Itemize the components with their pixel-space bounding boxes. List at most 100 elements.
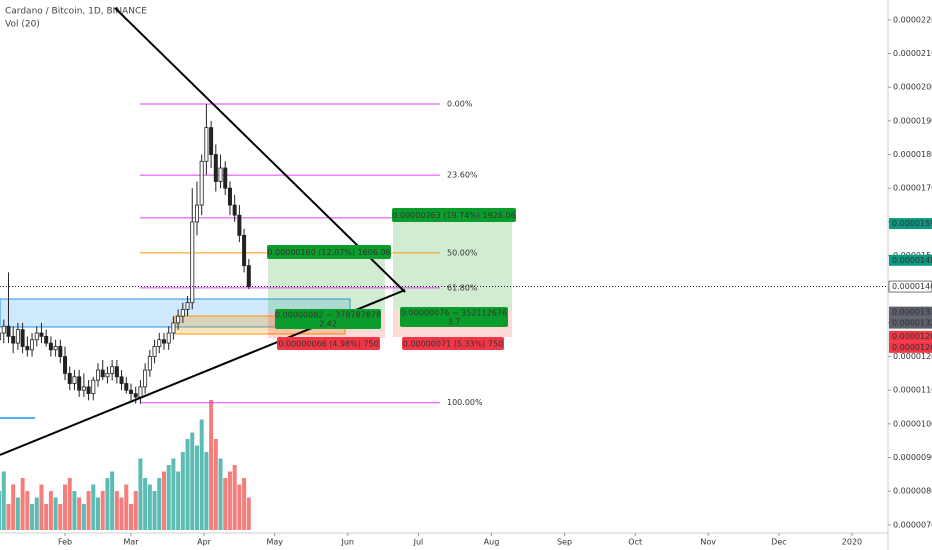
candle-body xyxy=(157,339,162,347)
candle-body xyxy=(20,329,25,347)
candle-body xyxy=(171,322,176,334)
candle-body xyxy=(227,187,232,206)
title: Cardano / Bitcoin, 1D, BINANCE xyxy=(5,7,147,17)
volume-bar xyxy=(15,497,20,530)
candle-body xyxy=(232,204,237,216)
candle-body xyxy=(63,356,68,374)
volume-bar xyxy=(44,504,49,530)
candle-body xyxy=(124,383,129,391)
y-tick-label: 0.00001700 xyxy=(893,184,932,193)
volume-bar xyxy=(209,400,214,530)
candle-body xyxy=(53,346,58,351)
y-tick-label: 0.00000700 xyxy=(893,520,932,529)
volume-bar xyxy=(30,504,35,530)
x-tick-label: Mar xyxy=(123,538,139,547)
target-badge xyxy=(267,245,391,259)
candle-body xyxy=(0,332,2,341)
candle-body xyxy=(114,366,119,378)
candle-body xyxy=(133,393,138,398)
volume-bar xyxy=(11,484,16,530)
price-badge xyxy=(888,280,932,293)
volume-bar xyxy=(124,484,129,530)
volume-bar xyxy=(246,497,251,530)
price-badge-label: 0.00001595 xyxy=(892,219,932,228)
x-tick-label: Feb xyxy=(58,538,72,547)
volume-bar xyxy=(100,491,105,530)
volume-bar xyxy=(34,497,39,530)
ratio-label: 2.42 xyxy=(319,320,337,329)
fib-label: 50.00% xyxy=(447,248,478,257)
volume-bar xyxy=(218,458,223,530)
price-badge xyxy=(889,330,932,342)
x-tick-label: Oct xyxy=(628,538,642,547)
candle-body xyxy=(72,376,77,384)
x-tick-label: Apr xyxy=(197,538,212,547)
target-badge xyxy=(392,208,516,222)
y-tick-label: 0.00001800 xyxy=(893,150,932,159)
candle-body xyxy=(91,379,96,395)
fib-label: 61.80% xyxy=(447,283,478,292)
x-tick-label: Jun xyxy=(341,538,355,547)
candle-body xyxy=(11,335,16,344)
candle-body xyxy=(44,335,49,344)
volume-bar xyxy=(20,478,25,530)
volume-bar xyxy=(6,504,11,530)
candle-body xyxy=(180,309,185,317)
volume-bar xyxy=(223,478,228,530)
volume-bar xyxy=(0,491,2,530)
price-badge-label: 0.00001261 xyxy=(892,343,932,352)
target-label: 0.00000160 (12.07%) 1606.06 xyxy=(267,248,390,257)
fib-label: 0.00% xyxy=(447,100,473,109)
volume-bar xyxy=(114,491,119,530)
volume-bar xyxy=(67,478,72,530)
price-badge-label: 0.00001326 xyxy=(892,319,932,328)
price-badge xyxy=(889,317,932,329)
volume-bar xyxy=(157,478,162,530)
candle-body xyxy=(58,346,63,357)
x-tick-label: Sep xyxy=(557,538,572,547)
y-tick-label: 0.00002200 xyxy=(893,15,932,24)
price-badge-label: 0.00001332 xyxy=(892,308,932,317)
x-tick-label: May xyxy=(266,538,283,547)
candle-body xyxy=(199,160,204,206)
ratio-badge xyxy=(400,307,508,327)
stop-badge xyxy=(277,337,380,350)
volume-bar xyxy=(237,484,242,530)
volume-bar xyxy=(180,452,185,530)
y-tick-label: 0.00001000 xyxy=(893,419,932,428)
volume-bar xyxy=(91,484,96,530)
volume-bar xyxy=(72,491,77,530)
volume-bar xyxy=(53,497,58,530)
price-badge xyxy=(889,254,932,266)
volume-bar xyxy=(77,497,82,530)
candle-body xyxy=(96,369,101,381)
x-tick-label: 2020 xyxy=(842,538,862,547)
x-tick-label: Nov xyxy=(700,538,716,547)
stop-label: 0.00000066 (4.98%) 750 xyxy=(278,340,378,349)
price-badge xyxy=(889,306,932,318)
candle-body xyxy=(204,127,209,162)
volume-bar xyxy=(242,478,247,530)
candle-body xyxy=(147,356,152,371)
volume-bar xyxy=(48,491,53,530)
candle-body xyxy=(223,167,228,189)
candle-body xyxy=(242,234,247,267)
volume-bar xyxy=(1,471,6,530)
volume-bar xyxy=(138,458,143,530)
volume-bar xyxy=(143,478,148,530)
price-axis-bg xyxy=(889,0,932,550)
candle-body xyxy=(119,376,124,384)
volume-bar xyxy=(39,484,44,530)
volume-bar xyxy=(194,445,199,530)
candle-body xyxy=(86,386,91,395)
volume-bar xyxy=(81,504,86,530)
candle-body xyxy=(218,167,223,182)
candle-body xyxy=(237,214,242,236)
x-tick-label: Aug xyxy=(484,538,500,547)
volume-bar xyxy=(213,439,218,530)
candle-body xyxy=(81,386,86,391)
volume-bar xyxy=(133,491,138,530)
candle-body xyxy=(100,369,105,378)
fib-label: 23.60% xyxy=(447,171,478,180)
